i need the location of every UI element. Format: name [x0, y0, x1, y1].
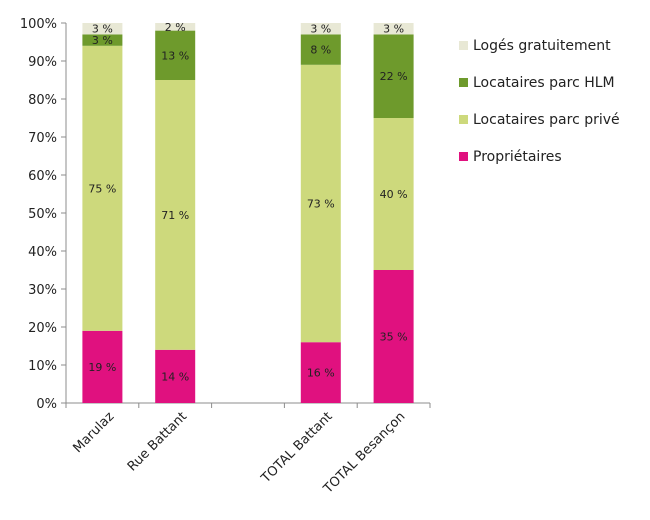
data-label: 13 % — [161, 49, 189, 62]
x-tick-label: TOTAL Battant — [258, 409, 336, 487]
y-tick-label: 90% — [28, 55, 57, 70]
bar-segment — [373, 34, 414, 118]
data-label: 19 % — [88, 361, 116, 374]
legend-swatch — [459, 152, 468, 161]
bar-segment — [155, 23, 196, 31]
legend-label: Locataires parc privé — [473, 112, 620, 128]
legend-label: Logés gratuitement — [473, 38, 611, 54]
bars: 19 %75 %3 %3 %14 %71 %13 %2 %16 %73 %8 %… — [82, 21, 414, 403]
y-tick-label: 60% — [28, 169, 57, 184]
bar-segment — [300, 342, 341, 403]
data-label: 3 % — [383, 23, 404, 36]
data-label: 3 % — [92, 34, 113, 47]
y-tick-label: 0% — [36, 397, 57, 412]
y-tick-label: 70% — [28, 131, 57, 146]
bar-segment — [373, 118, 414, 270]
x-tick-label: Rue Battant — [125, 409, 190, 474]
data-label: 35 % — [380, 331, 408, 344]
legend-swatch — [459, 115, 468, 124]
bar-segment — [300, 23, 341, 35]
data-label: 71 % — [161, 209, 189, 222]
bar-segment — [82, 23, 123, 35]
legend-label: Locataires parc HLM — [473, 75, 615, 91]
data-label: 3 % — [92, 23, 113, 36]
y-tick-label: 20% — [28, 321, 57, 336]
bar-segment — [155, 30, 196, 81]
bar-segment — [155, 349, 196, 403]
y-tick-label: 10% — [28, 359, 57, 374]
y-tick-label: 50% — [28, 207, 57, 222]
legend: Logés gratuitement Locataires parc HLM Loc… — [459, 38, 620, 165]
bar-segment — [82, 330, 123, 403]
y-axis: 0% 10% 20% 30% 40% 50% 60% 70% 80% 90% 100% — [20, 17, 67, 412]
legend-swatch — [459, 78, 468, 87]
bar-segment — [373, 23, 414, 35]
bar-segment — [82, 45, 123, 331]
data-label: 75 % — [88, 182, 116, 195]
y-tick-label: 80% — [28, 93, 57, 108]
bar-segment — [300, 64, 341, 343]
data-label: 16 % — [307, 367, 335, 380]
y-tick-label: 40% — [28, 245, 57, 260]
data-label: 14 % — [161, 370, 189, 383]
y-tick-label: 30% — [28, 283, 57, 298]
x-tick-label: Marulaz — [70, 409, 117, 456]
data-label: 73 % — [307, 198, 335, 211]
data-label: 22 % — [380, 70, 408, 83]
bar-segment — [82, 34, 123, 46]
legend-label: Propriétaires — [473, 149, 562, 165]
data-label: 40 % — [380, 188, 408, 201]
x-tick-label: TOTAL Besançon — [320, 409, 408, 497]
legend-swatch — [459, 41, 468, 50]
data-label: 2 % — [165, 21, 186, 34]
bar-segment — [155, 80, 196, 350]
y-tick-label: 100% — [20, 17, 57, 32]
data-label: 3 % — [310, 23, 331, 36]
data-label: 8 % — [310, 44, 331, 57]
bar-segment — [300, 34, 341, 65]
bar-segment — [373, 270, 414, 403]
